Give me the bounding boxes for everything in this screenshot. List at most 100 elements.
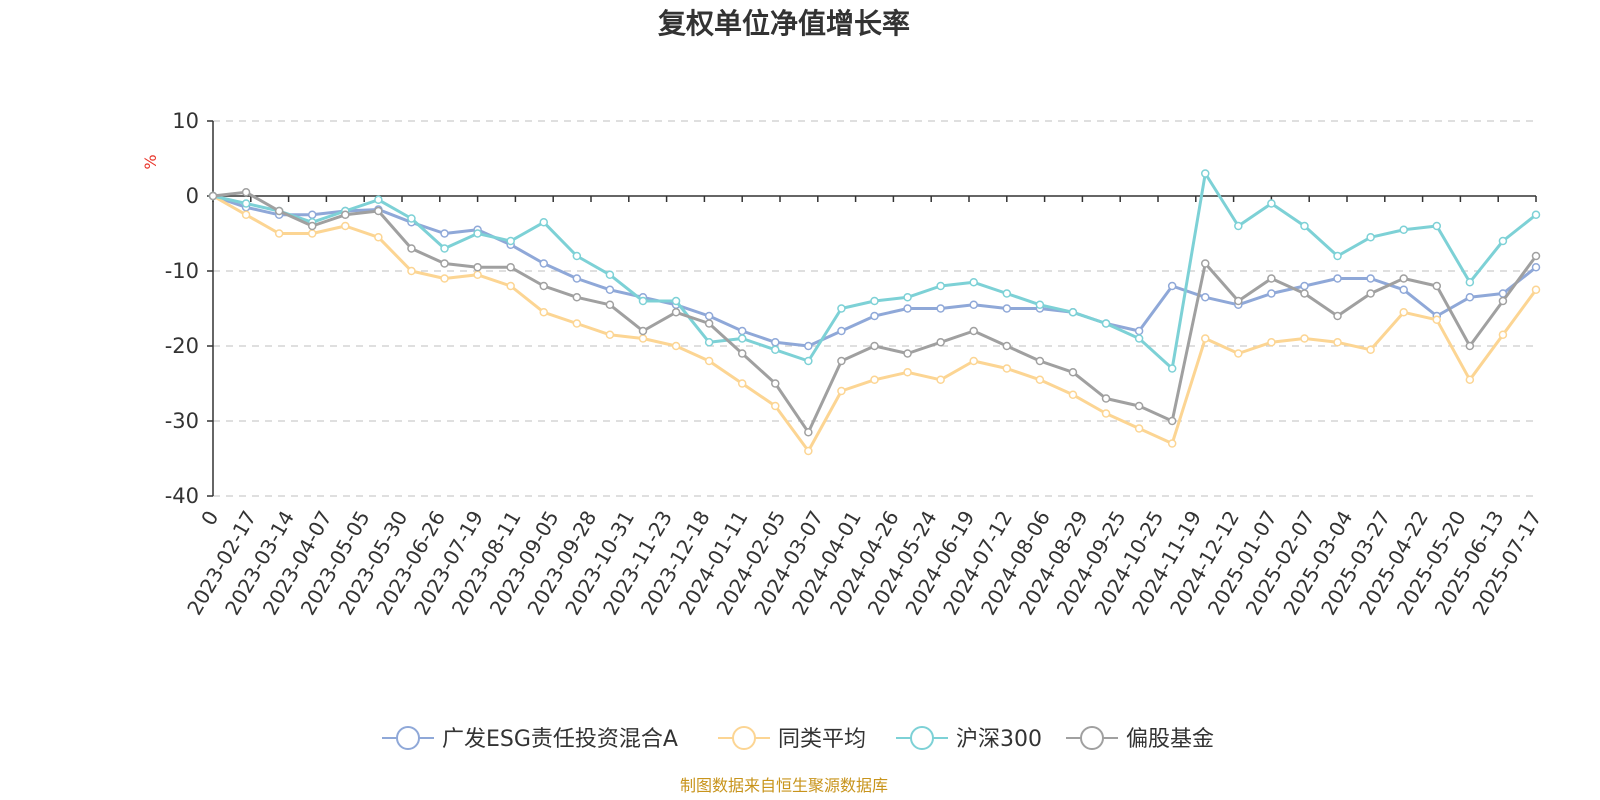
data-point <box>407 214 416 223</box>
data-point <box>1234 349 1243 358</box>
data-point <box>1399 308 1408 317</box>
data-point <box>1267 338 1276 347</box>
legend-item[interactable]: 沪深300 <box>896 726 1042 752</box>
data-point <box>572 274 582 283</box>
data-point <box>1531 210 1541 219</box>
data-point <box>903 349 912 358</box>
data-point <box>307 210 317 219</box>
x-axis-ticks: 02023-02-172023-03-142023-04-072023-05-0… <box>182 196 1546 619</box>
data-point <box>936 281 945 291</box>
data-point <box>1101 394 1111 403</box>
y-tick-label: -30 <box>165 409 199 433</box>
data-point <box>1267 274 1276 283</box>
data-point <box>804 428 813 437</box>
data-point <box>1465 293 1475 302</box>
legend-item[interactable]: 同类平均 <box>718 726 866 752</box>
series-lines <box>208 169 1541 456</box>
data-point <box>440 244 449 253</box>
data-point <box>1300 281 1309 291</box>
data-point <box>605 300 615 309</box>
data-point <box>1300 221 1309 231</box>
data-point <box>737 349 747 358</box>
legend-label: 广发ESG责任投资混合A <box>442 727 678 752</box>
data-point <box>440 259 449 268</box>
data-point <box>1531 263 1541 272</box>
data-point <box>1465 341 1475 351</box>
data-point <box>671 308 681 317</box>
data-point <box>1300 289 1309 298</box>
data-point <box>307 221 317 231</box>
data-point <box>1068 390 1078 399</box>
data-point <box>804 446 813 456</box>
data-point <box>407 266 416 276</box>
legend-item[interactable]: 广发ESG责任投资混合A <box>382 726 678 752</box>
data-point <box>1531 251 1541 261</box>
data-point <box>1366 345 1375 354</box>
data-point <box>374 233 383 242</box>
data-point <box>1002 304 1012 313</box>
data-point <box>1432 221 1442 231</box>
y-tick-label: -20 <box>165 334 199 358</box>
data-point <box>440 229 449 238</box>
legend-label: 同类平均 <box>778 727 866 752</box>
data-point <box>771 401 780 411</box>
data-point <box>1498 296 1508 306</box>
legend[interactable]: 广发ESG责任投资混合A 同类平均 沪深300 偏股基金 <box>382 726 1214 752</box>
data-point <box>771 379 780 388</box>
y-tick-label: 10 <box>172 109 199 133</box>
data-point <box>208 191 218 201</box>
data-point <box>1002 289 1012 298</box>
data-point <box>1531 285 1541 294</box>
data-point <box>1134 326 1144 336</box>
data-point <box>671 296 681 306</box>
data-point <box>936 304 945 313</box>
x-tick-label: 0 <box>196 507 223 530</box>
data-point <box>1068 308 1078 317</box>
data-point <box>737 326 747 336</box>
legend-marker-icon <box>732 726 756 750</box>
data-point <box>1002 364 1012 373</box>
axes <box>212 121 1536 496</box>
data-point <box>1134 424 1144 433</box>
data-point <box>341 210 350 219</box>
data-point <box>1498 330 1508 339</box>
data-point <box>572 319 582 328</box>
data-point <box>473 270 482 279</box>
data-point <box>241 199 251 208</box>
data-point <box>837 304 846 313</box>
data-point <box>704 338 714 347</box>
data-point <box>638 334 648 343</box>
y-axis-ticks: 10 0 -10 -20 -30 -40 <box>165 109 213 508</box>
data-point <box>1432 315 1442 324</box>
data-point <box>671 341 681 351</box>
data-point <box>704 319 714 328</box>
data-point <box>1432 281 1442 291</box>
data-point <box>1399 285 1408 294</box>
data-point <box>539 308 548 317</box>
data-point <box>638 296 648 306</box>
data-point <box>704 311 714 321</box>
data-point <box>936 338 945 347</box>
data-point <box>539 281 548 291</box>
data-point <box>1366 274 1375 283</box>
data-point <box>1399 274 1408 283</box>
legend-item[interactable]: 偏股基金 <box>1066 726 1214 752</box>
data-point <box>1201 293 1210 302</box>
data-point <box>837 326 846 336</box>
data-point <box>870 296 879 306</box>
data-point <box>407 244 416 253</box>
data-point <box>307 229 317 238</box>
data-point <box>969 356 978 366</box>
data-point <box>274 206 284 216</box>
data-point <box>704 356 714 366</box>
data-point <box>1465 375 1475 384</box>
data-point <box>1366 289 1375 298</box>
data-point <box>440 274 449 283</box>
data-point <box>837 386 846 396</box>
data-point <box>870 311 879 321</box>
data-point <box>374 206 383 216</box>
y-tick-label: -10 <box>165 259 199 283</box>
data-point <box>1498 236 1508 246</box>
data-point <box>473 263 482 272</box>
